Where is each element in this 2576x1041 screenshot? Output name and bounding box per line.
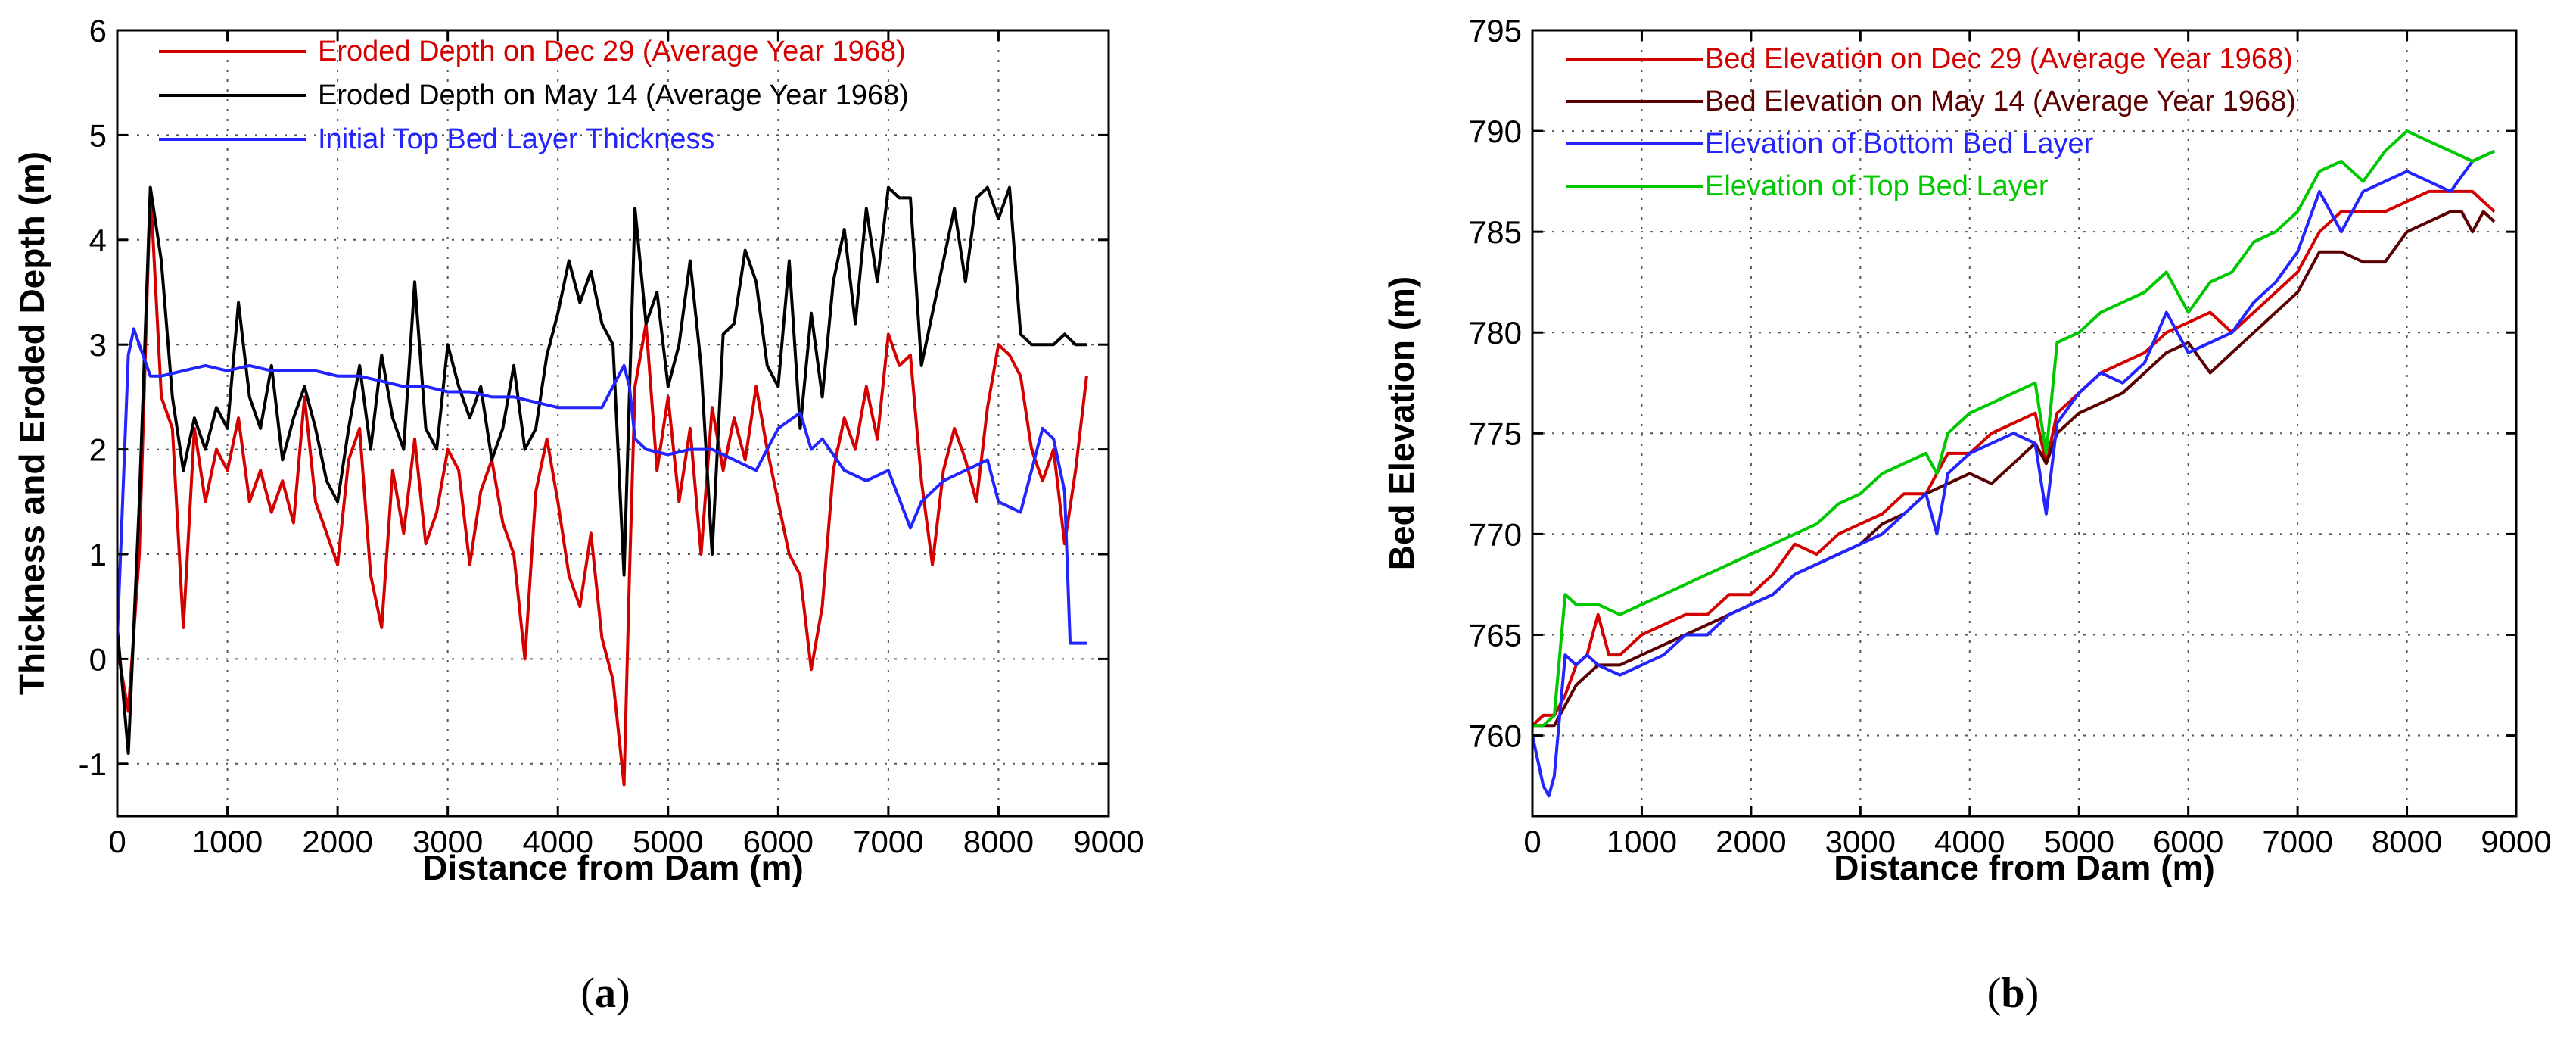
y-tick-label: 790: [1469, 114, 1522, 149]
y-tick-label: 5: [89, 117, 107, 153]
x-tick-label: 4000: [523, 824, 593, 859]
y-tick-label: 0: [89, 641, 107, 677]
series-line-2: [117, 185, 1087, 755]
y-tick-label: -1: [79, 746, 107, 782]
y-tick-label: 795: [1469, 13, 1522, 48]
x-tick-label: 7000: [853, 824, 923, 859]
y-tick-label: 2: [89, 432, 107, 468]
legend-entry: Eroded Depth on May 14 (Average Year 196…: [318, 79, 909, 111]
y-tick-label: 3: [89, 327, 107, 363]
caption-a: (a): [580, 970, 630, 1017]
series-line-3: [1532, 149, 2495, 798]
caption-b-letter: b: [2001, 970, 2024, 1017]
legend-entry: Elevation of Top Bed Layer: [1705, 170, 2049, 202]
x-tick-label: 1000: [1607, 824, 1677, 859]
x-axis-label: Distance from Dam (m): [422, 848, 804, 887]
y-tick-label: 775: [1469, 416, 1522, 451]
x-tick-label: 5000: [2044, 824, 2114, 859]
series-line-4: [1532, 129, 2495, 728]
x-tick-label: 1000: [192, 824, 263, 859]
x-tick-label: 4000: [1934, 824, 2005, 859]
legend-entry: Elevation of Bottom Bed Layer: [1705, 128, 2094, 160]
legend-entry: Bed Elevation on May 14 (Average Year 19…: [1705, 86, 2296, 117]
y-axis-label: Bed Elevation (m): [1382, 276, 1421, 571]
panel-b: 0 1000 2000 3000 4000 5000 6000 7000 8000 9000 760…: [1382, 13, 2552, 887]
y-tick-label: 6: [89, 13, 107, 48]
y-tick-label: 1: [89, 537, 107, 572]
plot-frame: [116, 29, 1110, 818]
series-line-3: [117, 327, 1087, 645]
y-tick-label: 770: [1469, 516, 1522, 552]
caption-b: (b): [1987, 970, 2039, 1017]
x-tick-label: 0: [108, 824, 126, 859]
x-tick-label: 9000: [1073, 824, 1143, 859]
x-tick-label: 9000: [2481, 824, 2551, 859]
y-axis-label: Thickness and Eroded Depth (m): [12, 151, 51, 695]
x-tick-label: 2000: [1716, 824, 1786, 859]
plot-frame: [1531, 29, 2518, 818]
x-tick-label: 2000: [302, 824, 372, 859]
y-tick-label: 785: [1469, 214, 1522, 250]
y-tick-label: 780: [1469, 315, 1522, 351]
x-tick-label: 6000: [743, 824, 814, 859]
y-tick-label: 760: [1469, 718, 1522, 754]
x-tick-label: 8000: [963, 824, 1034, 859]
legend-entry: Bed Elevation on Dec 29 (Average Year 19…: [1705, 43, 2293, 75]
x-tick-label: 8000: [2372, 824, 2442, 859]
legend-entry: Eroded Depth on Dec 29 (Average Year 196…: [318, 36, 906, 67]
x-tick-label: 5000: [633, 824, 703, 859]
x-tick-label: 3000: [412, 824, 483, 859]
series-line-2: [1532, 210, 2496, 728]
legend-entry: Initial Top Bed Layer Thickness: [318, 123, 715, 155]
x-tick-label: 7000: [2262, 824, 2332, 859]
x-tick-label: 0: [1523, 824, 1541, 859]
x-tick-label: 6000: [2153, 824, 2223, 859]
y-tick-label: 4: [89, 223, 107, 258]
series-line-1: [117, 185, 1088, 787]
y-tick-label: 765: [1469, 617, 1522, 653]
x-axis-label: Distance from Dam (m): [1834, 848, 2215, 887]
panel-a: 0 1000 2000 3000 4000 5000 6000 7000 8000 9000 -1 0…: [12, 13, 1144, 887]
x-tick-label: 3000: [1825, 824, 1896, 859]
series-line-1: [1532, 189, 2496, 727]
caption-a-letter: a: [595, 970, 616, 1017]
